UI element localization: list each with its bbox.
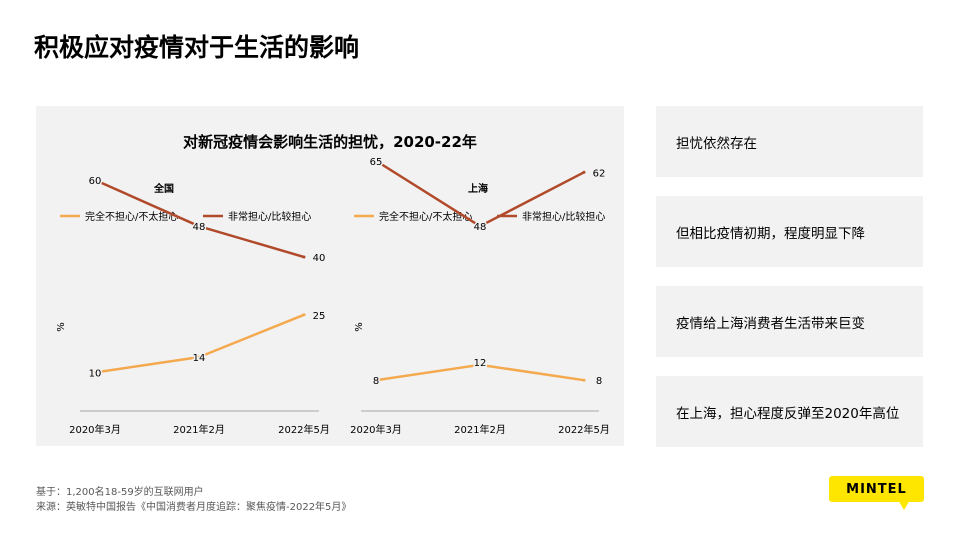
insight-text: 担忧依然存在 — [676, 135, 757, 152]
data-label: 65 — [370, 157, 383, 168]
insight-text: 但相比疫情初期，程度明显下降 — [676, 225, 865, 242]
data-label: 60 — [89, 176, 102, 187]
footnote-source: 来源：英敏特中国报告《中国消费者月度追踪：聚焦疫情-2022年5月》 — [36, 502, 352, 513]
data-label: 62 — [593, 168, 606, 179]
insight-text: 疫情给上海消费者生活带来巨变 — [676, 315, 865, 332]
logo-tail-icon — [898, 500, 910, 510]
data-point — [582, 378, 586, 382]
data-point — [582, 170, 586, 174]
data-point — [374, 159, 378, 163]
data-label: 25 — [313, 311, 326, 322]
insight-card: 在上海，担心程度反弹至2020年高位 — [656, 376, 923, 447]
chart-panel: 对新冠疫情会影响生活的担忧，2020-22年 全国完全不担心/不太担心 非常担心/… — [36, 106, 624, 446]
chart-title: 对新冠疫情会影响生活的担忧，2020-22年 — [183, 133, 477, 151]
insight-card: 疫情给上海消费者生活带来巨变 — [656, 286, 923, 357]
subchart-title: 上海 — [468, 182, 488, 195]
x-tick-label: 2021年2月 — [173, 423, 225, 436]
x-tick-label: 2020年3月 — [69, 423, 121, 436]
data-label: 8 — [596, 376, 602, 387]
data-label: 8 — [373, 376, 379, 387]
y-axis-label: % — [354, 322, 365, 332]
footnote-base: 基于：1,200名18-59岁的互联网用户 — [36, 487, 204, 498]
x-tick-label: 2021年2月 — [454, 423, 506, 436]
legend-label: 非常担心/比较担心 — [522, 210, 605, 223]
subchart-title: 全国 — [153, 182, 174, 195]
x-tick-label: 2022年5月 — [278, 423, 330, 436]
legend-label: 完全不担心/不太担心 — [85, 210, 178, 223]
data-label: 12 — [474, 358, 487, 369]
data-label: 48 — [474, 222, 487, 233]
data-point — [302, 255, 306, 259]
x-tick-label: 2020年3月 — [350, 423, 402, 436]
data-point — [302, 313, 306, 317]
mintel-logo: MINTEL — [829, 476, 924, 502]
data-label: 48 — [193, 222, 206, 233]
data-label: 10 — [89, 369, 102, 380]
legend-label: 完全不担心/不太担心 — [379, 210, 472, 223]
data-point — [197, 224, 201, 228]
logo-text: MINTEL — [846, 481, 907, 497]
data-point — [478, 224, 482, 228]
data-point — [374, 378, 378, 382]
y-axis-label: % — [56, 322, 67, 332]
insight-card: 但相比疫情初期，程度明显下降 — [656, 196, 923, 267]
legend-label: 非常担心/比较担心 — [228, 210, 311, 223]
x-tick-label: 2022年5月 — [558, 423, 610, 436]
data-point — [93, 371, 97, 374]
data-point — [478, 363, 482, 367]
data-label: 14 — [193, 353, 206, 364]
insight-card: 担忧依然存在 — [656, 106, 923, 177]
insights-list: 担忧依然存在 但相比疫情初期，程度明显下降 疫情给上海消费者生活带来巨变 在上海… — [656, 106, 923, 466]
data-point — [93, 178, 97, 182]
insight-text: 在上海，担心程度反弹至2020年高位 — [676, 405, 900, 422]
data-point — [197, 355, 201, 359]
page-title: 积极应对疫情对于生活的影响 — [34, 33, 360, 62]
data-label: 40 — [313, 253, 326, 264]
